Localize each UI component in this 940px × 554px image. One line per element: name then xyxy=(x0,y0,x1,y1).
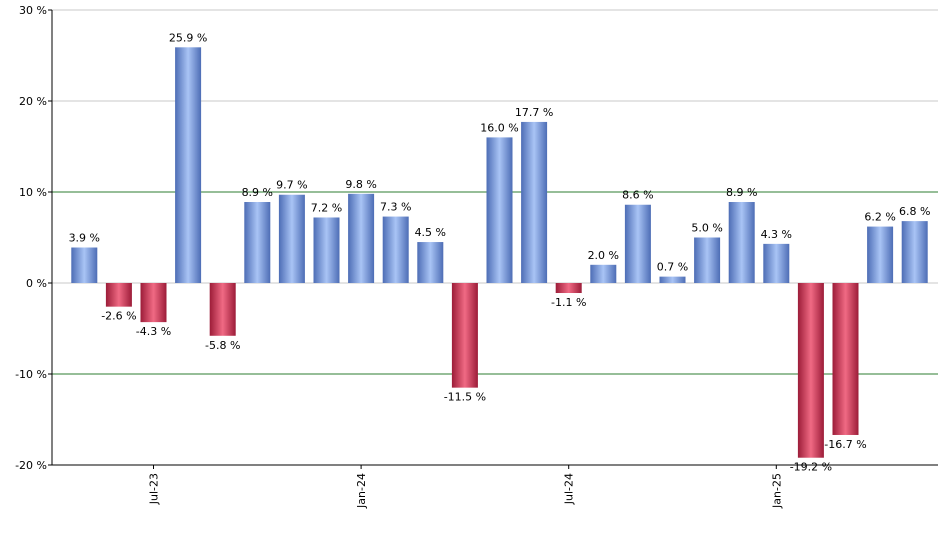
bar xyxy=(659,276,686,283)
y-tick-label: -10 % xyxy=(15,368,47,381)
bar xyxy=(175,47,202,284)
data-label: -1.1 % xyxy=(551,296,586,309)
y-tick-label: 20 % xyxy=(19,95,47,108)
data-label: 8.6 % xyxy=(622,189,653,202)
data-label: 3.9 % xyxy=(69,232,100,245)
bar xyxy=(901,221,928,283)
bar xyxy=(694,237,721,283)
data-label: 6.8 % xyxy=(899,205,930,218)
bar xyxy=(728,202,755,283)
bar xyxy=(313,217,340,283)
data-label: -16.7 % xyxy=(824,438,866,451)
x-tick-label: Jul-24 xyxy=(563,473,576,505)
x-tick-label: Jul-23 xyxy=(148,473,161,505)
data-label: 4.5 % xyxy=(415,226,446,239)
data-label: -5.8 % xyxy=(205,339,240,352)
bar xyxy=(797,283,824,458)
data-label: 5.0 % xyxy=(691,222,722,235)
bar xyxy=(867,226,894,283)
data-label: 4.3 % xyxy=(761,228,792,241)
bar xyxy=(832,283,859,435)
y-tick-label: 10 % xyxy=(19,186,47,199)
bar xyxy=(244,202,271,283)
bar xyxy=(521,121,548,284)
bar xyxy=(451,283,478,388)
bar xyxy=(71,247,98,283)
bar xyxy=(140,283,167,323)
data-label: 7.3 % xyxy=(380,201,411,214)
x-tick-label: Jan-24 xyxy=(355,473,368,509)
bar xyxy=(486,137,513,283)
data-label: 7.2 % xyxy=(311,201,342,214)
bar xyxy=(278,194,305,283)
x-tick-label: Jan-25 xyxy=(770,473,783,509)
bar xyxy=(382,216,409,283)
data-label: 16.0 % xyxy=(480,121,518,134)
bar xyxy=(348,193,375,283)
data-label: 8.9 % xyxy=(726,186,757,199)
data-label: 8.9 % xyxy=(242,186,273,199)
data-label: 6.2 % xyxy=(864,211,895,224)
data-label: -4.3 % xyxy=(136,325,171,338)
data-label: 25.9 % xyxy=(169,31,207,44)
bar xyxy=(763,243,790,283)
bar xyxy=(624,204,651,283)
data-label: 2.0 % xyxy=(588,249,619,262)
data-label: -19.2 % xyxy=(790,461,832,474)
bar xyxy=(555,283,582,294)
y-tick-label: 0 % xyxy=(26,277,47,290)
bar xyxy=(590,264,617,283)
data-label: 9.7 % xyxy=(276,179,307,192)
axes: -20 % -10 % 0 % 10 % 20 % 30 % Jul-23 Jan-24 Jul… xyxy=(15,4,938,509)
data-label: 17.7 % xyxy=(515,106,553,119)
data-label: -11.5 % xyxy=(444,391,486,404)
data-label: -2.6 % xyxy=(101,310,136,323)
y-tick-label: -20 % xyxy=(15,459,47,472)
data-label: 0.7 % xyxy=(657,261,688,274)
bar xyxy=(209,283,236,336)
bar xyxy=(417,242,444,283)
bars xyxy=(71,47,928,458)
bar xyxy=(105,283,132,307)
data-label: 9.8 % xyxy=(345,178,376,191)
y-tick-label: 30 % xyxy=(19,4,47,17)
data-labels: 3.9 %-2.6 %-4.3 %25.9 %-5.8 %8.9 %9.7 %7… xyxy=(69,31,931,473)
